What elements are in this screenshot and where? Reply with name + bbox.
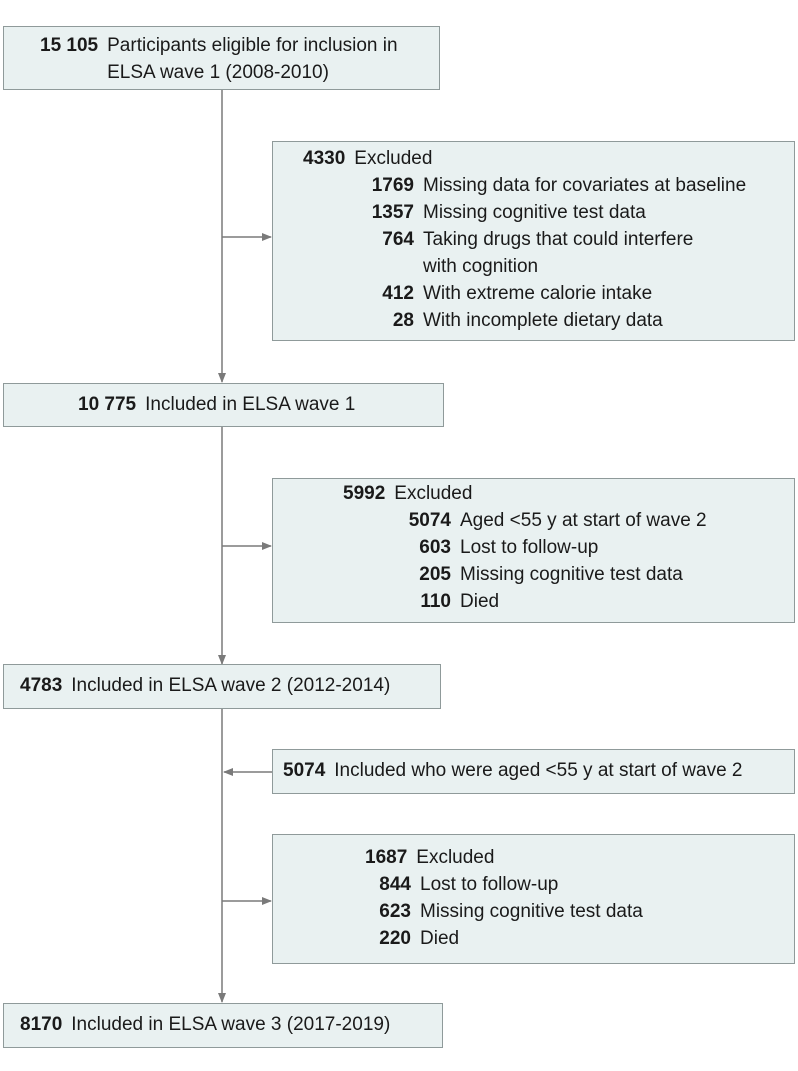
wave-3-label: Included in ELSA wave 3 (2017-2019) xyxy=(71,1014,391,1035)
excluded-2-item: 110 Died xyxy=(420,591,500,612)
readded-count: 5074 xyxy=(283,760,326,781)
wave-1-label: Included in ELSA wave 1 xyxy=(145,394,356,415)
excluded-3-item: 220 Died xyxy=(379,928,460,949)
excluded-1-item: 1357 Missing cognitive test data xyxy=(371,202,646,223)
excluded-1-count: 4330 xyxy=(303,148,346,169)
excluded-box-1: 4330 Excluded 1769 Missing data for cova… xyxy=(272,141,795,341)
excluded-3-item: 844 Lost to follow-up xyxy=(379,874,559,895)
excluded-1-label: Excluded xyxy=(354,148,433,169)
wave-1-box: 10 775 Included in ELSA wave 1 xyxy=(3,383,444,427)
excluded-1-item: 28 With incomplete dietary data xyxy=(392,310,663,331)
excluded-3-label: Excluded xyxy=(416,847,495,868)
excluded-2-header: 5992 Excluded xyxy=(343,480,786,507)
excluded-box-2: 5992 Excluded 5074 Aged <55 y at start o… xyxy=(272,478,795,623)
eligible-box: 15 105 Participants eligible for inclusi… xyxy=(3,26,440,90)
excluded-2-item: 603 Lost to follow-up xyxy=(419,537,599,558)
excluded-1-item: 764 Taking drugs that could interfere wi… xyxy=(382,229,694,277)
excluded-2-item: 205 Missing cognitive test data xyxy=(419,564,683,585)
wave-3-box: 8170 Included in ELSA wave 3 (2017-2019) xyxy=(3,1003,443,1048)
eligible-count: 15 105 xyxy=(40,35,99,56)
excluded-2-count: 5992 xyxy=(343,483,386,504)
excluded-2-item: 5074 Aged <55 y at start of wave 2 xyxy=(408,510,707,531)
wave-2-box: 4783 Included in ELSA wave 2 (2012-2014) xyxy=(3,664,441,709)
excluded-1-header: 4330 Excluded xyxy=(303,145,786,172)
eligible-label: Participants eligible for inclusion in E… xyxy=(107,35,398,83)
excluded-1-item: 1769 Missing data for covariates at base… xyxy=(371,175,747,196)
wave-3-count: 8170 xyxy=(20,1014,63,1035)
wave-1-count: 10 775 xyxy=(78,394,137,415)
wave-2-count: 4783 xyxy=(20,675,63,696)
readded-label: Included who were aged <55 y at start of… xyxy=(334,760,743,781)
excluded-3-count: 1687 xyxy=(365,847,408,868)
wave-2-label: Included in ELSA wave 2 (2012-2014) xyxy=(71,675,391,696)
excluded-1-item: 412 With extreme calorie intake xyxy=(382,283,653,304)
excluded-3-header: 1687 Excluded xyxy=(365,844,786,871)
readded-box: 5074 Included who were aged <55 y at sta… xyxy=(272,749,795,794)
excluded-3-item: 623 Missing cognitive test data xyxy=(379,901,643,922)
excluded-box-3: 1687 Excluded 844 Lost to follow-up 623 … xyxy=(272,834,795,964)
excluded-2-label: Excluded xyxy=(394,483,473,504)
